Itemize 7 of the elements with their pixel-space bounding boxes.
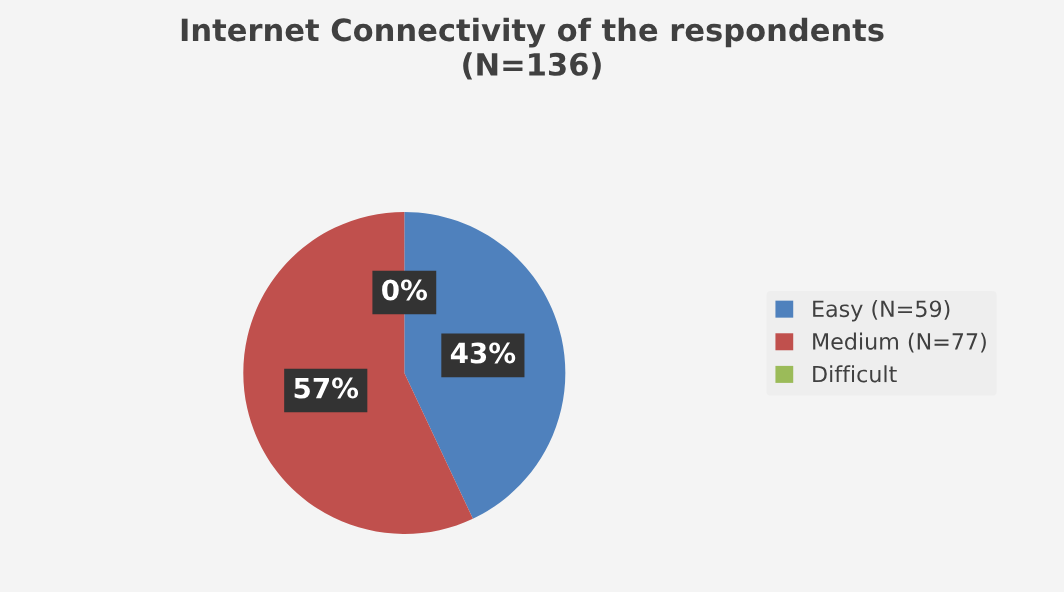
legend-label: Difficult [813, 365, 897, 383]
legend-label: Easy (N=59) [813, 300, 950, 322]
legend-label: Medium (N=77) [813, 332, 986, 353]
text: 0% [382, 279, 428, 301]
data-label: 43% [450, 342, 516, 364]
data-label: 57% [294, 377, 359, 399]
chart-title: Internet Connectivity of the respondents (N=136) [181, 17, 884, 80]
